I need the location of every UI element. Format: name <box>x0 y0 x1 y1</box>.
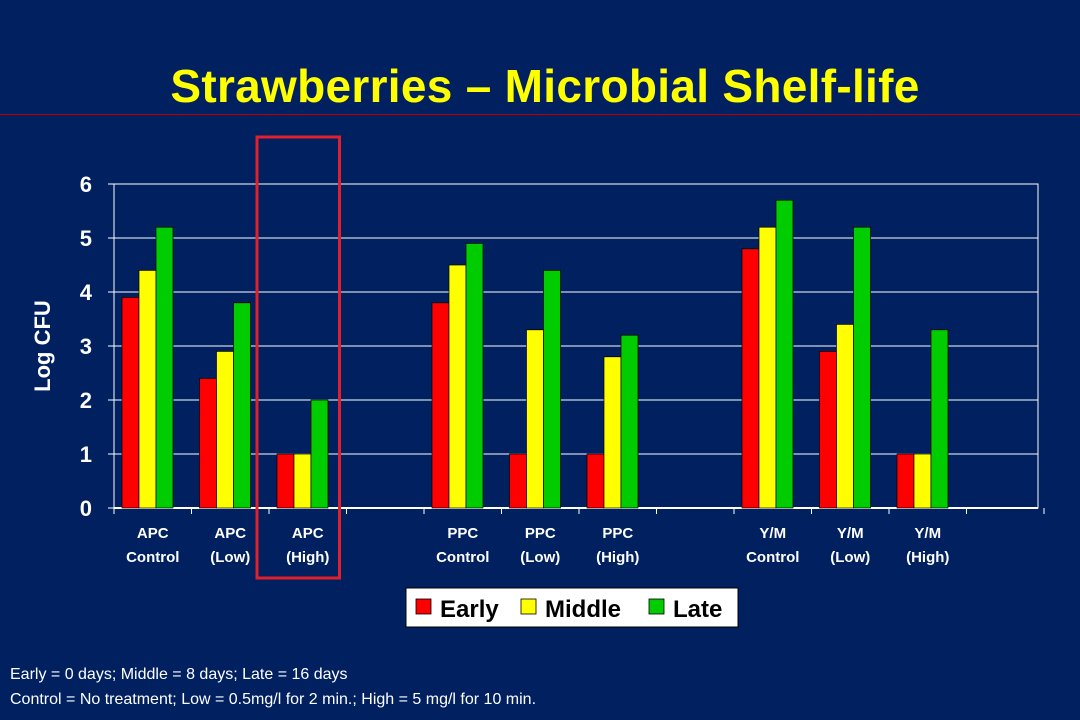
bar-early <box>896 453 915 509</box>
y-tick-label: 3 <box>80 334 92 359</box>
title-divider <box>0 114 1080 115</box>
bar-middle <box>138 270 157 509</box>
bar-late <box>155 226 174 509</box>
x-tick-label: Y/M <box>837 525 864 542</box>
bar-early <box>509 453 527 509</box>
y-tick-label: 1 <box>80 442 92 467</box>
y-tick-label: 6 <box>80 172 92 197</box>
bar-middle <box>293 453 312 509</box>
legend-swatch-late <box>648 598 665 615</box>
legend-label-early: Early <box>440 596 499 623</box>
x-tick-label: Control <box>746 549 799 566</box>
bar-middle <box>913 453 932 509</box>
bar-late <box>543 270 561 509</box>
x-tick-label: (Low) <box>520 549 560 566</box>
x-tick-label: APC <box>137 525 169 542</box>
y-tick-label: 0 <box>80 496 92 521</box>
bar-middle <box>836 324 854 509</box>
bar-late <box>310 399 329 509</box>
x-tick-label: PPC <box>525 525 556 542</box>
bar-middle <box>603 356 622 509</box>
bar-late <box>775 199 794 509</box>
slide-title: Strawberries – Microbial Shelf-life <box>170 60 920 112</box>
bar-early <box>586 453 605 509</box>
legend-label-middle: Middle <box>545 596 621 623</box>
legend-swatch-middle <box>520 598 537 615</box>
bar-early <box>819 351 837 509</box>
bar-late <box>620 334 639 509</box>
x-tick-label: Y/M <box>914 525 941 542</box>
bar-early <box>431 302 450 509</box>
x-tick-label: (Low) <box>210 549 250 566</box>
highlight-box <box>255 135 341 580</box>
bar-early <box>121 297 140 509</box>
x-tick-label: PPC <box>447 525 478 542</box>
bar-middle <box>448 264 467 509</box>
y-tick-label: 4 <box>80 280 93 305</box>
bar-early <box>199 378 217 509</box>
y-tick-label: 5 <box>80 226 92 251</box>
x-tick-label: (High) <box>596 549 639 566</box>
x-tick-label: (Low) <box>830 549 870 566</box>
legend-box <box>405 587 739 628</box>
x-tick-label: APC <box>214 525 246 542</box>
bar-late <box>233 302 251 509</box>
bar-late <box>465 243 484 509</box>
y-axis-title: Log CFU <box>30 300 55 392</box>
x-tick-label: (High) <box>906 549 949 566</box>
footnote-treatments: Control = No treatment; Low = 0.5mg/l fo… <box>10 691 537 708</box>
bar-middle <box>526 329 544 509</box>
x-tick-label: Control <box>436 549 489 566</box>
footnote-durations: Early = 0 days; Middle = 8 days; Late = … <box>10 666 348 683</box>
bar-middle <box>216 351 234 509</box>
x-tick-label: Control <box>126 549 179 566</box>
bar-early <box>276 453 295 509</box>
bar-late <box>853 226 871 509</box>
bar-late <box>930 329 949 509</box>
bar-early <box>741 248 760 509</box>
legend-swatch-early <box>415 598 432 615</box>
legend-label-late: Late <box>673 596 722 623</box>
bar-middle <box>758 226 777 509</box>
x-tick-label: PPC <box>602 525 633 542</box>
x-tick-label: (High) <box>286 549 329 566</box>
x-tick-label: Y/M <box>759 525 786 542</box>
x-tick-label: APC <box>292 525 324 542</box>
y-tick-label: 2 <box>80 388 92 413</box>
